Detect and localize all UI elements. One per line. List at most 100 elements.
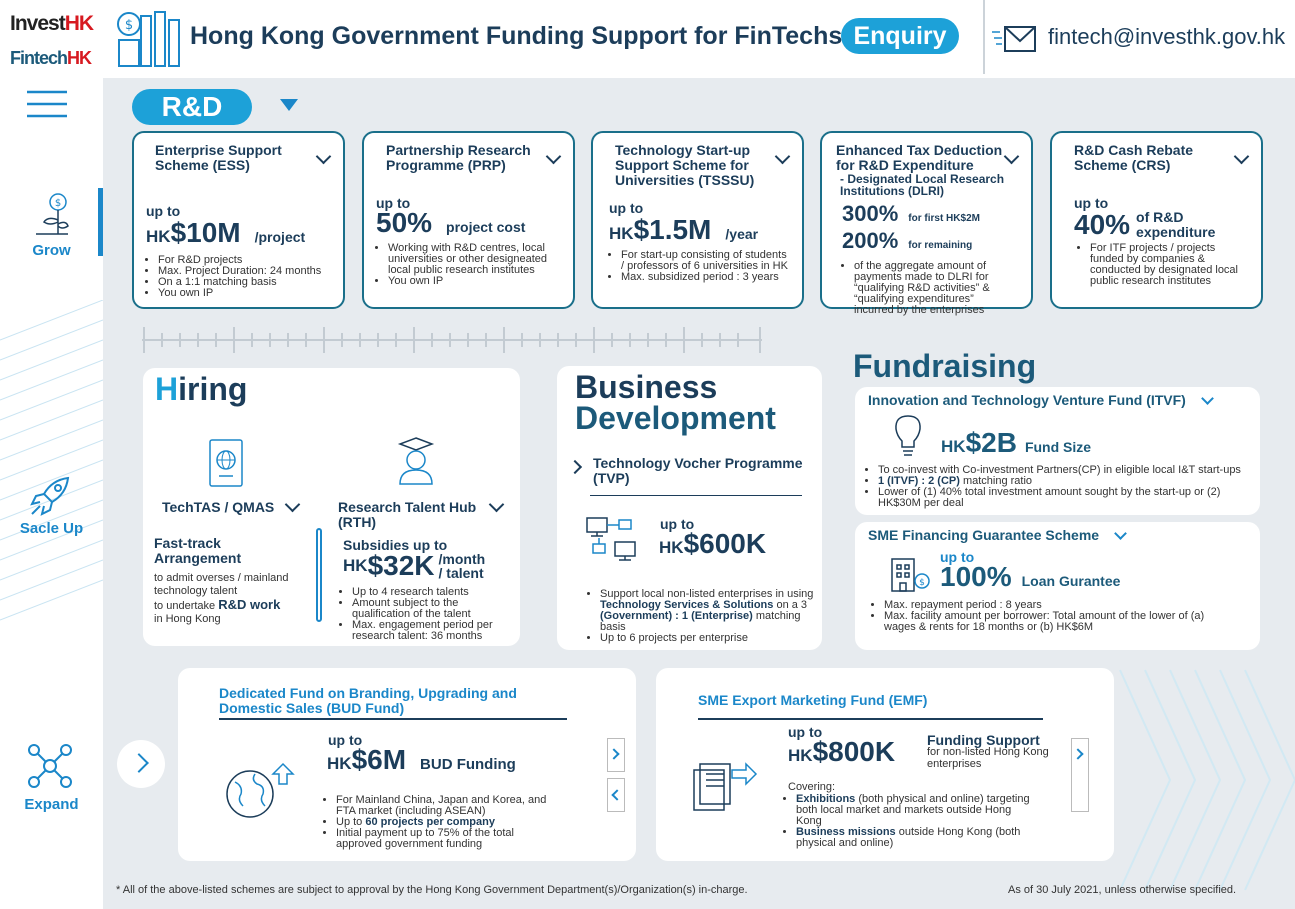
bud-underline (219, 718, 567, 720)
rocket-icon (30, 476, 70, 516)
bizdev-heading: Business Development (575, 369, 776, 436)
upto-label: up to (1074, 195, 1109, 211)
card-prp[interactable]: Partnership Research Programme (PRP) up … (362, 131, 575, 309)
graduate-icon (397, 437, 435, 485)
bud-scroll-next-button[interactable] (607, 738, 625, 772)
card-tax-deduction[interactable]: Enhanced Tax Deduction for R&D Expenditu… (820, 131, 1033, 316)
emf-card[interactable] (656, 668, 1114, 861)
page-title: Hong Kong Government Funding Support for… (190, 22, 843, 50)
card-bullets: of the aggregate amount of payments made… (854, 261, 1014, 316)
itvf-bullets: To co-invest with Co-investment Partners… (878, 465, 1263, 509)
email-link[interactable]: fintech@investhk.gov.hk (1048, 24, 1286, 49)
upto-label: up to (940, 549, 975, 565)
fintechhk-logo[interactable]: FintechHK (10, 48, 92, 68)
card-title: Enhanced Tax Deduction for R&D Expenditu… (836, 142, 1003, 173)
emf-scroll-button[interactable] (1071, 738, 1089, 812)
card-bullets: Working with R&D centres, local universi… (388, 243, 561, 287)
card-subtitle: - Designated Local Research Institutions… (840, 172, 1005, 198)
bud-title[interactable]: Dedicated Fund on Branding, Upgrading an… (219, 685, 517, 716)
nav-scale-up[interactable]: Sacle Up (19, 520, 84, 537)
tvp-label[interactable]: Technology Vocher Programme (TVP) (593, 455, 803, 486)
nav-expand[interactable]: Expand (24, 796, 79, 813)
footer-disclaimer: * All of the above-listed schemes are su… (116, 884, 748, 896)
enquiry-button[interactable]: Enquiry (841, 18, 959, 54)
upto-label: up to (609, 200, 644, 216)
amount-row: 50% project cost (376, 207, 526, 238)
card-title: R&D Cash Rebate Scheme (CRS) (1074, 142, 1194, 173)
amount-row: HK$10M/project (146, 217, 306, 248)
bud-scroll-prev-button[interactable] (607, 778, 625, 812)
sidebar-decoration (0, 300, 103, 621)
network-icon (28, 744, 72, 788)
documents-export-icon (693, 762, 758, 811)
expand-prev-button[interactable] (117, 740, 165, 788)
rth-amount-row: HK $32K /month / talent (343, 550, 486, 581)
hamburger-menu-icon[interactable] (27, 88, 67, 120)
lightbulb-icon (895, 415, 921, 456)
rth-label[interactable]: Research Talent Hub (RTH) (338, 499, 477, 530)
nav-active-indicator (98, 188, 103, 256)
sfgs-bullets: Max. repayment period : 8 years Max. fac… (884, 600, 1214, 633)
funding-building-icon: $ (117, 11, 180, 67)
bud-amount-row: HK$6M BUD Funding (327, 744, 516, 775)
sfgs-card[interactable] (855, 522, 1260, 650)
fast-track-heading: Fast-track Arrangement (154, 535, 242, 566)
rate-row-2: 200% for remaining (842, 228, 973, 253)
sfgs-title[interactable]: SME Financing Guarantee Scheme (868, 527, 1100, 543)
techtas-label[interactable]: TechTAS / QMAS (162, 499, 275, 515)
computers-icon (586, 517, 636, 561)
card-bullets: For ITF projects / projects funded by co… (1090, 243, 1249, 287)
chevron-down-icon[interactable] (315, 148, 332, 165)
card-title: Partnership Research Programme (PRP) (386, 142, 531, 173)
bud-bullets: For Mainland China, Japan and Korea, and… (336, 795, 561, 850)
card-bullets: For start-up consisting of students / pr… (621, 250, 790, 283)
itvf-card[interactable] (855, 387, 1260, 515)
chevron-down-icon[interactable] (1233, 148, 1250, 165)
upto-label: up to (146, 203, 181, 219)
upto-label: up to (660, 516, 695, 532)
amount-row: HK$1.5M/year (609, 214, 759, 245)
header-divider (983, 0, 985, 74)
amount-row: 40% of R&D expenditure (1074, 209, 1216, 240)
upto-label: up to (788, 724, 823, 740)
fundraising-heading: Fundraising (853, 348, 1037, 384)
chevron-down-icon[interactable] (774, 148, 791, 165)
chevron-down-icon[interactable] (545, 148, 562, 165)
globe-upload-icon (226, 762, 295, 818)
rth-bullets: Up to 4 research talentsAmount subject t… (352, 587, 512, 642)
tvp-underline (590, 495, 802, 496)
svg-text:$: $ (125, 18, 133, 33)
emf-underline (698, 718, 1043, 720)
upto-label: up to (328, 732, 363, 748)
itvf-title[interactable]: Innovation and Technology Venture Fund (… (868, 392, 1186, 408)
bizdev-section (557, 366, 822, 650)
header-bar (0, 0, 1295, 78)
card-ess[interactable]: Enterprise Support Scheme (ESS) up to HK… (132, 131, 345, 309)
panel-stripes-decoration (1119, 669, 1295, 891)
card-tsssu[interactable]: Technology Start-up Support Scheme for U… (591, 131, 804, 309)
emf-unit-sub: for non-listed Hong Kong enterprises (927, 746, 1049, 770)
card-bullets: For R&D projectsMax. Project Duration: 2… (158, 255, 331, 299)
mail-icon[interactable] (992, 24, 1038, 54)
investhk-logo[interactable]: InvestHK (10, 12, 94, 35)
nav-grow[interactable]: Grow (32, 242, 71, 259)
rate-row-1: 300% for first HK$2M (842, 201, 980, 226)
sfgs-amount-row: 100% Loan Gurantee (940, 561, 1121, 592)
hiring-divider (316, 528, 322, 622)
hiring-heading: Hiring (155, 371, 248, 407)
card-crs[interactable]: R&D Cash Rebate Scheme (CRS) up to 40% of… (1050, 131, 1263, 309)
tvp-bullets: Support local non-listed enterprises in … (600, 589, 815, 644)
footer-date: As of 30 July 2021, unless otherwise spe… (1008, 884, 1237, 896)
rd-dropdown-icon[interactable] (280, 99, 298, 111)
fast-track-desc: to admit overses / mainland technology t… (154, 572, 289, 625)
emf-title[interactable]: SME Export Marketing Fund (EMF) (698, 692, 928, 708)
passport-icon (209, 439, 243, 487)
hiring-section (143, 368, 520, 646)
ruler-divider (142, 327, 762, 353)
emf-bullets: Exhibitions (both physical and online) t… (796, 794, 1031, 849)
upto-label: up to (376, 195, 411, 211)
rd-section-pill[interactable]: R&D (132, 89, 252, 125)
emf-amount-row: HK$800K (788, 736, 896, 767)
card-title: Technology Start-up Support Scheme for U… (615, 142, 755, 188)
bud-card[interactable] (178, 668, 636, 861)
